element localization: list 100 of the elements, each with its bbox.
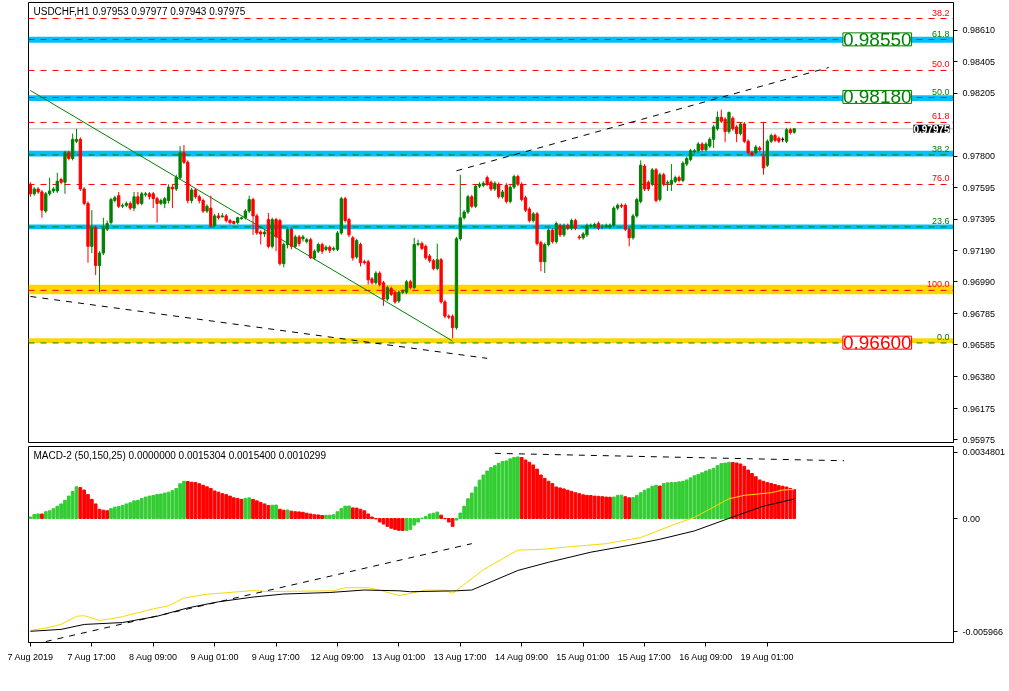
y-tick-label: 0.98205 <box>962 88 996 99</box>
y-tick-label: 0.97595 <box>962 182 996 193</box>
x-tick-label: 13 Aug 01:00 <box>372 651 426 662</box>
y-tick-label: 0.96175 <box>962 403 996 414</box>
y-tick-label: 0.98610 <box>962 25 996 36</box>
bar <box>389 518 394 529</box>
bar <box>611 496 616 520</box>
bar <box>550 483 555 520</box>
bar <box>788 488 793 520</box>
bar <box>63 499 67 520</box>
bar <box>354 507 359 520</box>
x-tick-label: 16 Aug 09:00 <box>679 651 733 662</box>
bar <box>43 511 48 520</box>
bar <box>542 477 547 520</box>
candlestick <box>355 238 359 260</box>
annotation: 61.8 <box>932 111 950 122</box>
bar <box>715 465 720 520</box>
bar <box>55 505 60 520</box>
bar <box>82 489 86 520</box>
y-tick-label: 0.97395 <box>962 214 996 224</box>
bar <box>408 518 413 530</box>
bar <box>661 483 666 520</box>
y-tick-label: 0.96990 <box>962 276 996 287</box>
y-tick-label: 0.96380 <box>962 371 996 382</box>
annotation: 0.98550 <box>842 28 912 50</box>
bar <box>66 495 71 520</box>
x-tick-label: 9 Aug 17:00 <box>251 651 300 662</box>
bar <box>416 518 420 523</box>
candlestick <box>650 167 654 187</box>
bar <box>577 493 582 520</box>
bar <box>232 497 236 520</box>
candlestick <box>301 234 305 243</box>
candlestick <box>166 183 171 204</box>
bar <box>397 518 401 531</box>
bar <box>558 487 562 520</box>
bar <box>635 494 639 520</box>
bar <box>565 489 570 520</box>
bar <box>757 479 762 520</box>
bar <box>600 496 605 520</box>
bar <box>220 493 225 520</box>
bar <box>531 464 536 520</box>
bar <box>519 457 524 520</box>
bar <box>765 482 770 520</box>
bar <box>101 509 106 520</box>
bar <box>324 514 328 520</box>
bar <box>301 511 305 520</box>
bar <box>596 495 601 520</box>
bar <box>293 511 298 520</box>
bar <box>769 483 774 520</box>
bar <box>247 497 252 520</box>
bar <box>773 484 777 520</box>
bar <box>516 456 520 520</box>
y-tick-label: 0.97800 <box>962 151 996 162</box>
bar <box>730 461 735 520</box>
annotation: 38.2 <box>932 7 950 18</box>
bar <box>243 497 248 520</box>
candlestick <box>612 205 616 228</box>
bar <box>251 498 255 520</box>
x-tick-label: 9 Aug 01:00 <box>190 651 239 662</box>
bar <box>139 497 144 520</box>
bar <box>481 474 486 520</box>
bar <box>347 505 351 520</box>
bar <box>753 476 758 520</box>
bar <box>527 461 532 520</box>
bar <box>707 469 712 520</box>
bar <box>116 505 121 520</box>
bar <box>588 495 593 520</box>
bar <box>128 502 133 520</box>
y-tick-label: 0.97190 <box>962 245 996 256</box>
candlestick <box>132 191 136 212</box>
candlestick <box>681 160 685 183</box>
bar <box>316 514 321 520</box>
bar <box>608 496 612 520</box>
annotation: 76.0 <box>932 173 950 184</box>
annotation: 50.0 <box>932 86 950 97</box>
bar <box>312 514 317 520</box>
bar <box>281 509 286 520</box>
bar <box>780 485 785 520</box>
bar <box>136 499 140 520</box>
annotation: 61.8 <box>932 28 950 39</box>
bar <box>650 485 655 520</box>
bar <box>208 488 213 520</box>
bar <box>742 465 747 520</box>
bar <box>692 475 697 520</box>
bar <box>485 470 490 520</box>
bar <box>727 461 731 520</box>
bar <box>573 492 578 520</box>
bar <box>59 503 63 520</box>
x-tick-label: 19 Aug 01:00 <box>740 651 794 662</box>
bar <box>266 504 271 520</box>
bar <box>381 518 386 525</box>
bar <box>669 482 674 520</box>
candlestick <box>351 235 355 262</box>
bar <box>327 514 332 520</box>
bar <box>508 458 513 520</box>
bar <box>700 472 704 520</box>
bar <box>278 508 282 520</box>
bar <box>654 484 658 520</box>
bar <box>450 518 455 527</box>
bar <box>308 513 313 520</box>
